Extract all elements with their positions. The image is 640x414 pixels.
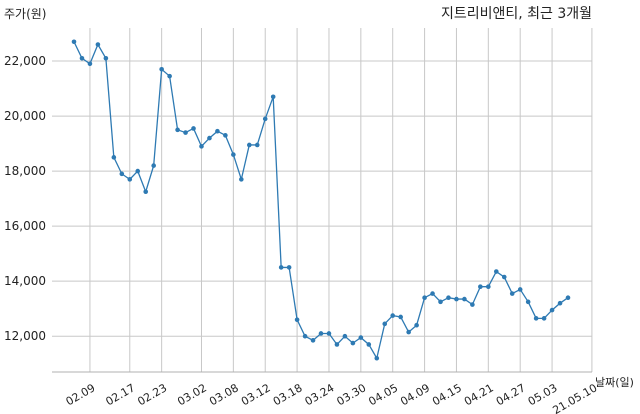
- x-tick-label: 04.15: [430, 381, 464, 408]
- data-point: [199, 144, 204, 149]
- data-point: [342, 333, 348, 339]
- data-point: [127, 177, 133, 182]
- chart-title: 지트리비앤티, 최근 3개월: [441, 6, 592, 22]
- x-tick-label: 04.27: [494, 381, 528, 408]
- data-point: [310, 338, 316, 343]
- data-point: [470, 302, 475, 307]
- y-tick-label: 14,000: [4, 274, 46, 288]
- y-tick-label: 12,000: [4, 329, 46, 343]
- data-point: [350, 340, 356, 346]
- data-point: [302, 333, 308, 339]
- x-tick-label: 02.09: [64, 381, 98, 408]
- data-point: [438, 299, 443, 305]
- data-point: [286, 265, 292, 270]
- data-point: [406, 329, 411, 335]
- data-point: [462, 296, 467, 302]
- data-point: [254, 142, 260, 148]
- data-point: [493, 269, 499, 274]
- data-point: [525, 299, 531, 305]
- data-point: [71, 39, 77, 45]
- data-point: [111, 155, 117, 160]
- data-point: [191, 126, 196, 131]
- x-tick-label: 02.17: [103, 381, 137, 408]
- data-point: [541, 316, 547, 321]
- data-point: [207, 135, 212, 141]
- data-point: [318, 331, 324, 336]
- data-point: [278, 265, 284, 270]
- x-tick-label: 04.09: [398, 381, 432, 408]
- data-point: [517, 287, 523, 292]
- data-point: [366, 342, 372, 347]
- x-axis-label: 날짜(일): [595, 375, 634, 389]
- x-tick-label: 03.30: [335, 381, 369, 408]
- series-line: [73, 41, 569, 360]
- x-tick-label: 03.02: [175, 381, 209, 408]
- data-point: [151, 163, 156, 168]
- data-point: [159, 66, 164, 72]
- data-point: [103, 55, 109, 61]
- data-point: [334, 342, 340, 347]
- data-point: [175, 127, 180, 133]
- data-point: [262, 116, 268, 122]
- data-point: [533, 316, 539, 321]
- x-tick-label: 03.08: [207, 381, 241, 408]
- x-tick-label: 03.12: [239, 381, 273, 408]
- data-point: [270, 94, 276, 100]
- data-point: [501, 274, 507, 280]
- data-point: [239, 177, 244, 182]
- data-point: [446, 295, 451, 300]
- data-point: [430, 291, 435, 296]
- x-tick-label: 03.24: [303, 381, 337, 408]
- data-point: [167, 73, 172, 79]
- y-tick-label: 18,000: [4, 164, 46, 178]
- data-point: [79, 55, 85, 61]
- data-point: [374, 355, 380, 361]
- data-point: [454, 296, 459, 302]
- data-point: [358, 335, 364, 340]
- data-point: [557, 300, 563, 306]
- data-point: [414, 322, 419, 328]
- x-tick-label: 04.21: [462, 381, 496, 408]
- data-points: [71, 39, 571, 361]
- data-point: [231, 152, 236, 157]
- data-point: [87, 61, 93, 67]
- x-tick-label: 02.23: [135, 381, 169, 408]
- data-point: [422, 295, 427, 300]
- y-tick-label: 22,000: [4, 54, 46, 68]
- x-tick-label: 03.18: [271, 381, 305, 408]
- data-point: [183, 130, 188, 135]
- data-point: [478, 284, 483, 289]
- data-point: [95, 42, 101, 47]
- data-point: [143, 189, 149, 195]
- y-axis-label: 주가(원): [4, 7, 46, 21]
- data-point: [135, 168, 141, 174]
- data-point: [398, 314, 403, 320]
- x-tick-label: 04.05: [366, 381, 400, 408]
- data-point: [390, 313, 396, 318]
- data-point: [223, 133, 228, 138]
- data-point: [549, 307, 555, 313]
- data-point: [326, 331, 332, 336]
- data-point: [486, 284, 491, 289]
- data-point: [294, 317, 300, 323]
- y-tick-label: 20,000: [4, 109, 46, 123]
- y-tick-labels: 12,000 14,000 16,000 18,000 20,000 22,000: [4, 54, 46, 343]
- data-point: [246, 142, 252, 148]
- data-point: [215, 128, 220, 134]
- x-tick-label: 21.05.10: [550, 381, 599, 414]
- data-point: [119, 171, 125, 177]
- data-point: [565, 295, 571, 300]
- y-tick-label: 16,000: [4, 219, 46, 233]
- grid-lines: [52, 28, 593, 373]
- data-point: [382, 321, 388, 327]
- data-point: [509, 291, 515, 296]
